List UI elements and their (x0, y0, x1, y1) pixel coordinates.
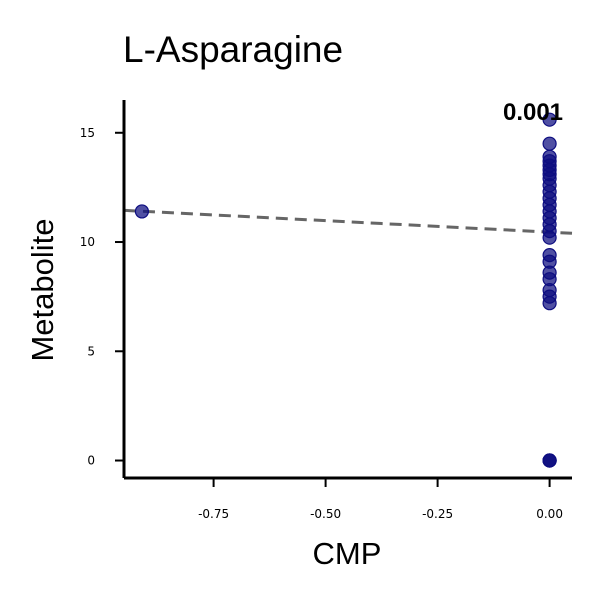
correlation-annotation: 0.001 (503, 99, 563, 126)
x-tick-label: 0.00 (536, 507, 563, 521)
data-point-2 (542, 136, 557, 151)
x-tick-label: -0.75 (198, 507, 229, 521)
trend-layer (123, 208, 573, 235)
points-layer (134, 112, 557, 468)
y-tick-label: 5 (87, 344, 95, 358)
chart-title: L-Asparagine (123, 29, 343, 70)
ticks-layer: -0.75 -0.50 -0.25 0.00 0 5 10 15 (80, 126, 563, 521)
x-tick-label: -0.25 (422, 507, 453, 521)
y-tick-label: 10 (80, 235, 95, 249)
x-tick-label: -0.50 (310, 507, 341, 521)
y-tick-label: 0 (87, 454, 95, 468)
x-axis-label: CMP (313, 536, 382, 571)
data-point-24 (542, 296, 557, 311)
trend-line (123, 208, 573, 235)
y-tick-label: 15 (80, 126, 95, 140)
y-axis-label: Metabolite (25, 218, 60, 361)
data-point-1 (542, 112, 557, 127)
data-point-17 (542, 230, 557, 245)
data-point-0 (134, 204, 150, 219)
data-point-27 (542, 453, 557, 468)
